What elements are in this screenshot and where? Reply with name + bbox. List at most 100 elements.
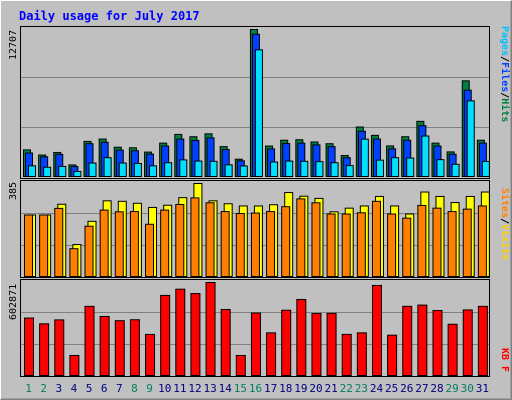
pages-bar: [451, 163, 460, 177]
kbytes-legend: KB F: [499, 348, 510, 372]
sites-bar: [220, 211, 230, 278]
kbytes-bar: [114, 320, 125, 376]
kbytes-bar: [311, 313, 322, 377]
kbytes-bar: [160, 294, 171, 376]
kbytes-bar: [24, 317, 34, 377]
day-label: 10: [158, 382, 171, 395]
kbytes-panel: 602871 KB F: [8, 279, 510, 377]
sites-bar: [114, 211, 124, 278]
day-label: 15: [234, 382, 247, 395]
kbytes-bar: [341, 333, 352, 376]
kbytes-bar: [54, 319, 65, 376]
kbytes-bar: [145, 333, 156, 376]
day-label: 17: [264, 382, 277, 395]
kbytes-bar: [477, 305, 488, 376]
kbytes-bar: [69, 354, 80, 376]
sites-bar: [281, 206, 291, 277]
sites-bar: [190, 197, 200, 277]
sites-bar: [432, 207, 442, 278]
sites-visits-legend: Sites/Visits: [499, 188, 511, 260]
pages-bar: [391, 157, 400, 177]
kbytes-bar: [84, 305, 95, 376]
pages-bar: [179, 159, 188, 177]
sites-bar: [266, 211, 276, 278]
pages-bar: [224, 164, 233, 178]
pages-bar: [43, 166, 52, 178]
day-label: 24: [370, 382, 384, 395]
day-label: 7: [116, 382, 123, 395]
day-label: 29: [446, 382, 459, 395]
sites-bar: [129, 211, 139, 278]
pages-bar: [270, 161, 279, 177]
pages-bar: [73, 170, 82, 178]
kbytes-bar: [175, 288, 186, 377]
kbytes-bar: [447, 323, 458, 376]
day-label: 25: [385, 382, 398, 395]
kbytes-bar: [462, 309, 473, 376]
pages-bar: [436, 159, 445, 177]
legend-entry: Sites: [499, 188, 511, 218]
pages-bar: [254, 49, 263, 177]
pages-bar: [194, 160, 203, 178]
pages-bar: [209, 160, 218, 178]
kbytes-bar: [371, 284, 382, 377]
kbytes-bar: [129, 319, 140, 376]
kbytes-bar: [39, 323, 50, 376]
sites-bar: [250, 212, 260, 278]
kbytes-bar: [235, 354, 246, 376]
sites-bar: [145, 223, 155, 278]
day-label: 28: [430, 382, 443, 395]
kbytes-bar: [417, 304, 428, 377]
sites-bar: [387, 213, 397, 278]
day-label: 13: [203, 382, 216, 395]
visits-max-label: 385: [8, 182, 19, 200]
sites-bar: [356, 212, 366, 278]
day-label: 2: [40, 382, 47, 395]
pages-bar: [421, 135, 430, 177]
day-label: 1: [25, 382, 32, 395]
hits-files-pages-bars: [23, 29, 490, 178]
hits-files-pages-legend: Pages/Files/Hits: [499, 26, 511, 122]
pages-bar: [300, 160, 309, 178]
sites-bar: [417, 204, 427, 277]
kbytes-bar: [402, 305, 413, 376]
pages-bar: [164, 162, 173, 178]
sites-bar: [99, 209, 109, 278]
sites-bar: [371, 200, 381, 277]
pages-bar: [360, 138, 369, 178]
pages-bar: [58, 165, 67, 177]
sites-visits-bars: [24, 183, 490, 278]
sites-bar: [54, 207, 64, 278]
pages-bar: [239, 165, 248, 177]
pages-bar: [103, 157, 112, 177]
hits-files-pages-panel: 12707 Pages/Files/Hits: [8, 26, 511, 179]
day-label: 5: [86, 382, 93, 395]
kbytes-bar: [99, 315, 110, 377]
legend-entry: KB F: [499, 348, 510, 372]
sites-bar: [235, 213, 245, 278]
day-label: 14: [219, 382, 233, 395]
sites-visits-panel: 385 Sites/Visits: [8, 180, 511, 278]
sites-bar: [69, 248, 79, 277]
sites-bar: [341, 213, 351, 278]
day-label: 18: [279, 382, 292, 395]
pages-bar: [375, 159, 384, 177]
pages-bar: [315, 161, 324, 177]
sites-bar: [24, 214, 33, 278]
day-label: 6: [101, 382, 108, 395]
day-label: 31: [476, 382, 489, 395]
sites-bar: [311, 202, 321, 277]
day-label: 16: [249, 382, 262, 395]
sites-bar: [296, 198, 306, 277]
day-label: 3: [56, 382, 63, 395]
legend-entry: Visits: [499, 224, 511, 260]
sites-bar: [477, 205, 487, 277]
pages-bar: [481, 160, 490, 178]
legend-entry: Pages: [499, 26, 510, 56]
day-label: 8: [131, 382, 138, 395]
sites-bar: [175, 203, 185, 277]
kbytes-max-label: 602871: [8, 284, 19, 320]
sites-bar: [462, 208, 472, 278]
sites-bar: [402, 217, 412, 278]
hits-max-label: 12707: [8, 30, 19, 60]
